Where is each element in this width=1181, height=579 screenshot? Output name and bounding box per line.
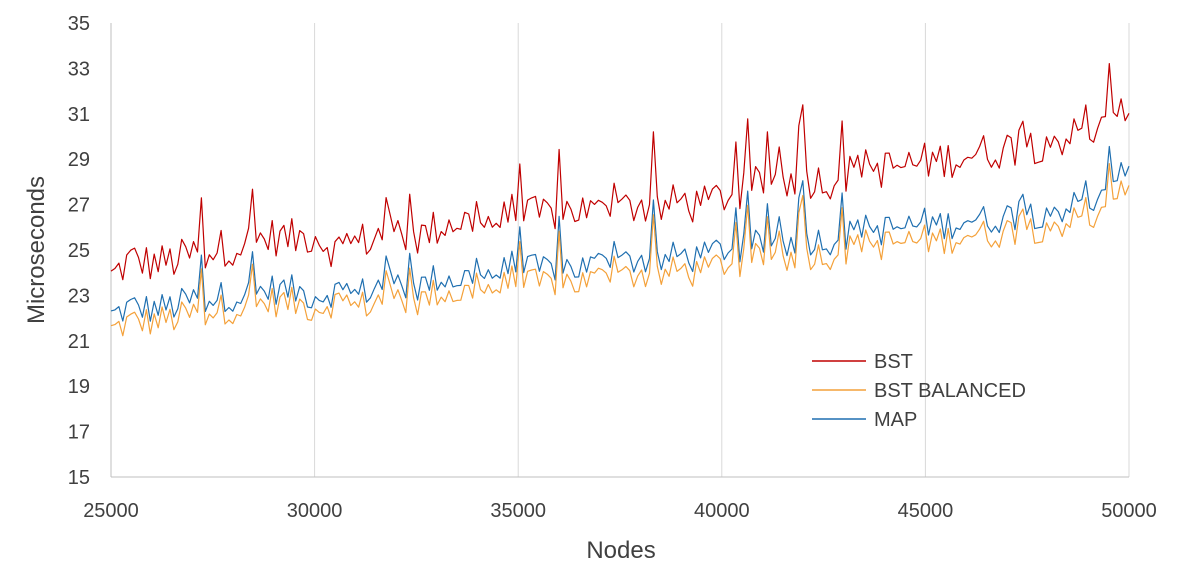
y-axis-title: Microseconds [23, 176, 50, 324]
series-line-bst-balanced [110, 163, 1130, 337]
y-tick-label: 27 [68, 195, 90, 217]
y-tick-label: 23 [68, 285, 90, 307]
x-tick-label: 35000 [490, 500, 546, 522]
x-tick-label: 50000 [1101, 500, 1157, 522]
x-tick-label: 25000 [83, 500, 139, 522]
y-tick-label: 19 [68, 376, 90, 398]
y-tick-label: 29 [68, 149, 90, 171]
y-tick-label: 25 [68, 240, 90, 262]
x-tick-label: 40000 [694, 500, 750, 522]
y-tick-labels: 15 17 19 21 23 25 27 29 31 33 35 [68, 13, 90, 489]
y-tick-label: 17 [68, 422, 90, 444]
y-tick-label: 15 [68, 467, 90, 489]
x-tick-label: 45000 [898, 500, 954, 522]
series-line-bst [110, 62, 1130, 281]
x-tick-label: 30000 [287, 500, 343, 522]
axes [110, 23, 1129, 478]
y-tick-label: 35 [68, 13, 90, 35]
legend: BST BST BALANCED MAP [812, 351, 1026, 431]
legend-label: BST [874, 351, 913, 373]
y-tick-label: 31 [68, 104, 90, 126]
series-line-map [110, 145, 1130, 322]
y-tick-label: 33 [68, 58, 90, 80]
y-tick-label: 21 [68, 331, 90, 353]
x-tick-labels: 25000 30000 35000 40000 45000 50000 [83, 500, 1157, 522]
legend-label: MAP [874, 409, 917, 431]
series-lines [110, 62, 1130, 337]
x-axis-title: Nodes [586, 537, 655, 564]
legend-label: BST BALANCED [874, 380, 1026, 402]
